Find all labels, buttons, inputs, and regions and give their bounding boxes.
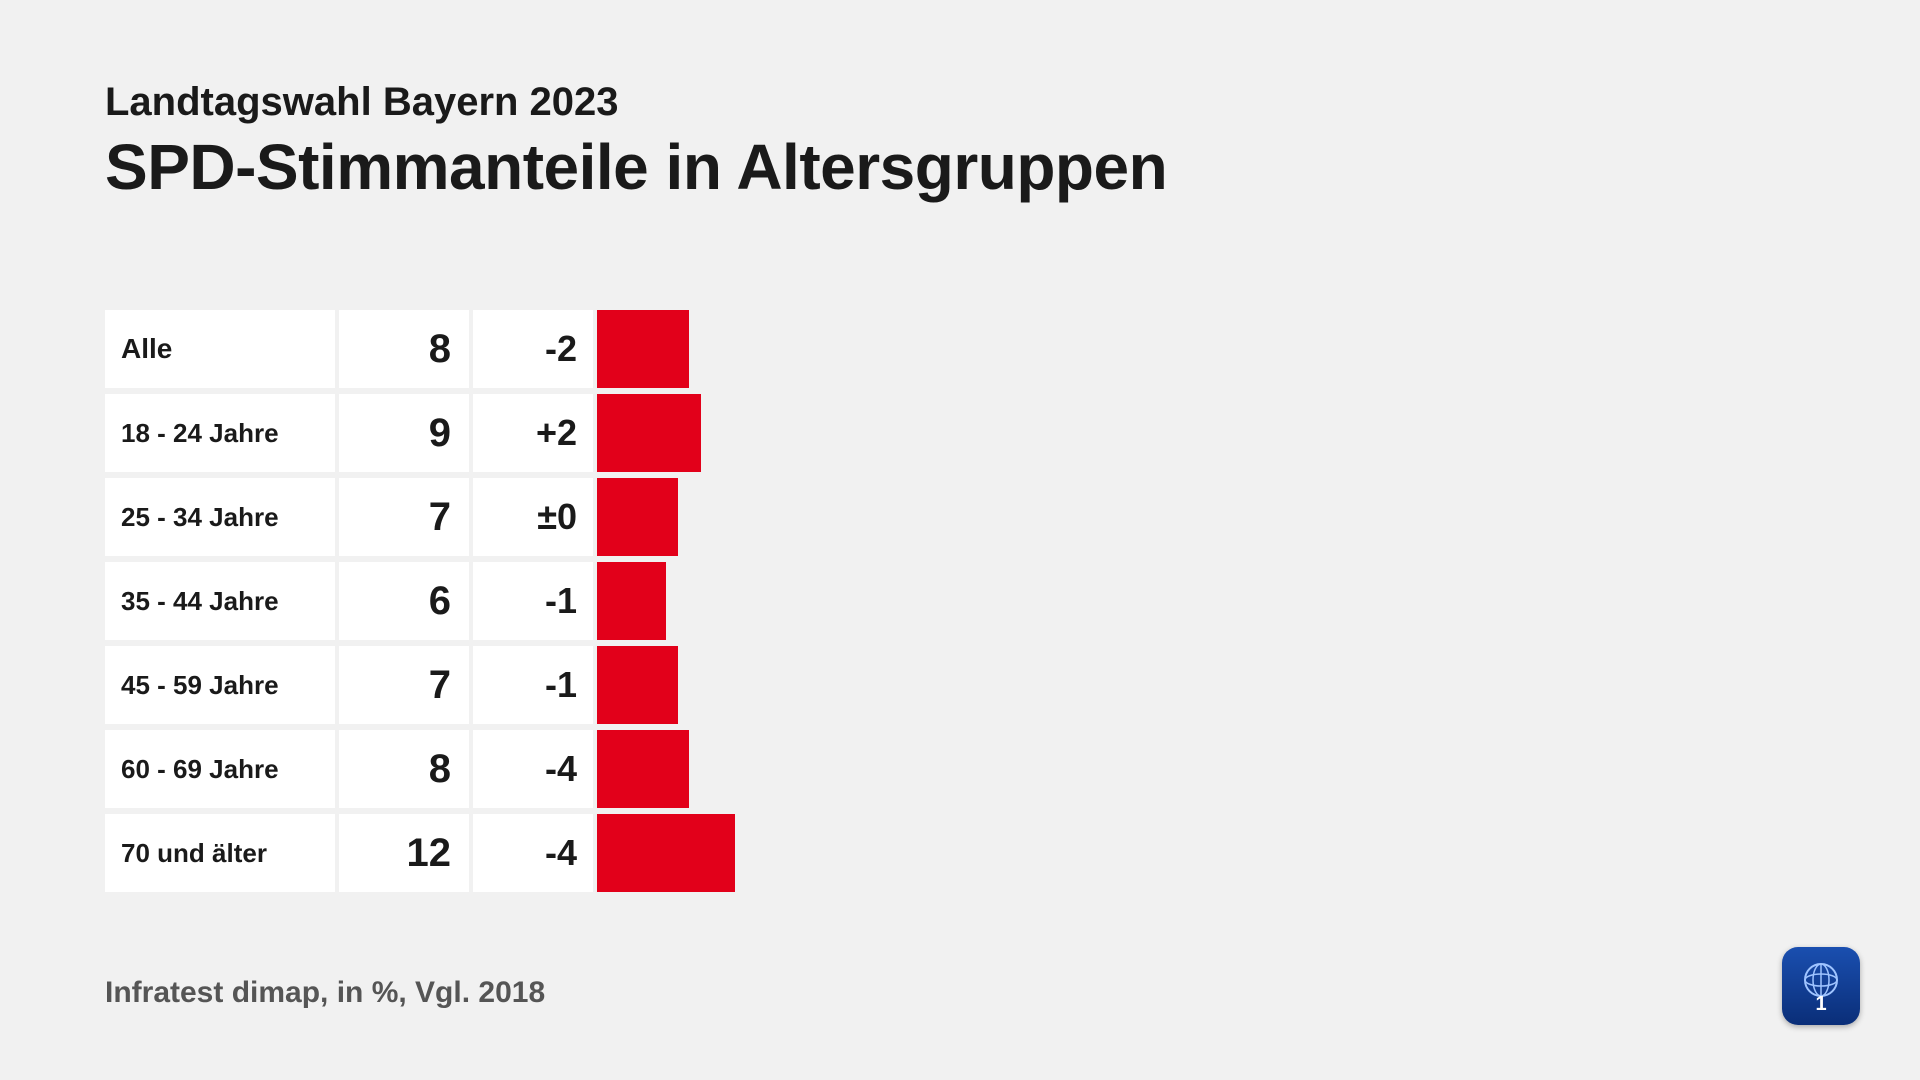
row-value: 7	[339, 646, 469, 724]
supertitle: Landtagswahl Bayern 2023	[105, 80, 619, 125]
table-row: 60 - 69 Jahre8-4	[105, 730, 1505, 808]
row-label: 18 - 24 Jahre	[105, 394, 335, 472]
row-delta: -1	[473, 562, 593, 640]
row-delta: +2	[473, 394, 593, 472]
row-label: 35 - 44 Jahre	[105, 562, 335, 640]
row-label: 70 und älter	[105, 814, 335, 892]
bar-track	[597, 562, 1497, 640]
row-label: Alle	[105, 310, 335, 388]
table-row: 18 - 24 Jahre9+2	[105, 394, 1505, 472]
row-delta: -4	[473, 730, 593, 808]
bar-track	[597, 394, 1497, 472]
table-row: Alle8-2	[105, 310, 1505, 388]
page-title: SPD-Stimmanteile in Altersgruppen	[105, 130, 1167, 204]
bar-fill	[597, 814, 735, 892]
row-value: 7	[339, 478, 469, 556]
globe-one-icon: 1	[1791, 956, 1851, 1016]
row-label: 60 - 69 Jahre	[105, 730, 335, 808]
bar-fill	[597, 394, 701, 472]
bar-fill	[597, 478, 678, 556]
row-delta: ±0	[473, 478, 593, 556]
bar-fill	[597, 646, 678, 724]
bar-fill	[597, 730, 689, 808]
broadcaster-logo: 1	[1782, 947, 1860, 1025]
row-value: 9	[339, 394, 469, 472]
table-row: 70 und älter12-4	[105, 814, 1505, 892]
canvas: Landtagswahl Bayern 2023 SPD-Stimmanteil…	[0, 0, 1920, 1080]
row-delta: -4	[473, 814, 593, 892]
bar-track	[597, 730, 1497, 808]
table-row: 25 - 34 Jahre7±0	[105, 478, 1505, 556]
row-value: 8	[339, 310, 469, 388]
row-value: 8	[339, 730, 469, 808]
bar-fill	[597, 310, 689, 388]
row-label: 45 - 59 Jahre	[105, 646, 335, 724]
row-value: 6	[339, 562, 469, 640]
bar-track	[597, 478, 1497, 556]
row-label: 25 - 34 Jahre	[105, 478, 335, 556]
row-value: 12	[339, 814, 469, 892]
source-caption: Infratest dimap, in %, Vgl. 2018	[105, 976, 545, 1010]
bar-track	[597, 814, 1497, 892]
bar-track	[597, 310, 1497, 388]
row-delta: -2	[473, 310, 593, 388]
bar-track	[597, 646, 1497, 724]
bar-chart: Alle8-218 - 24 Jahre9+225 - 34 Jahre7±03…	[105, 310, 1505, 898]
row-delta: -1	[473, 646, 593, 724]
bar-fill	[597, 562, 666, 640]
table-row: 35 - 44 Jahre6-1	[105, 562, 1505, 640]
svg-text:1: 1	[1815, 993, 1826, 1015]
table-row: 45 - 59 Jahre7-1	[105, 646, 1505, 724]
